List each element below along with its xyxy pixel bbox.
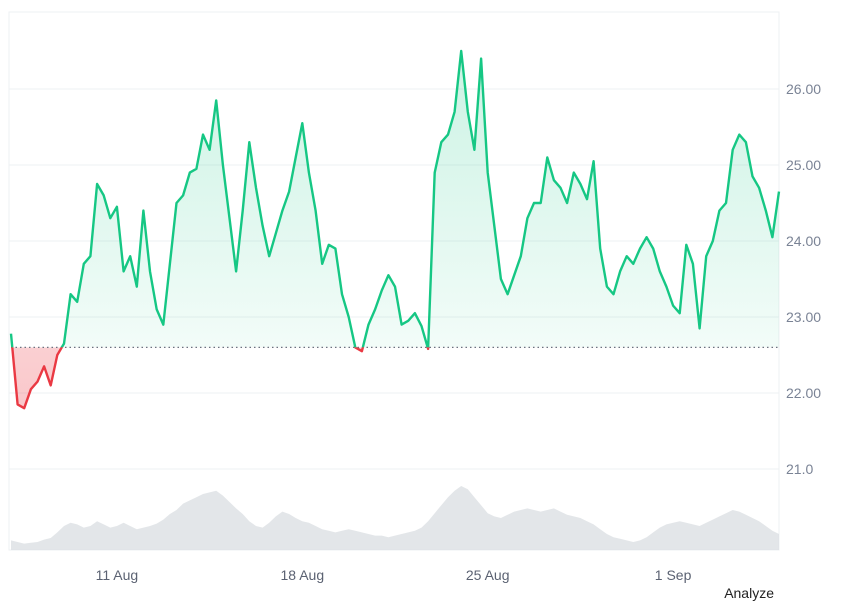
area-fill-below-baseline bbox=[11, 347, 779, 409]
y-tick-label: 22.00 bbox=[786, 385, 821, 401]
area-fill-above-baseline bbox=[11, 51, 779, 348]
analyze-link[interactable]: Analyze bbox=[724, 585, 774, 601]
x-tick-label: 11 Aug bbox=[96, 567, 139, 583]
x-tick-label: 25 Aug bbox=[466, 567, 510, 583]
price-line-above-baseline bbox=[9, 49, 781, 348]
x-tick-label: 1 Sep bbox=[655, 567, 692, 583]
y-tick-label: 21.0 bbox=[786, 461, 813, 477]
x-axis-ticks: 11 Aug 18 Aug 25 Aug 1 Sep bbox=[96, 567, 692, 583]
y-tick-label: 23.00 bbox=[786, 309, 821, 325]
y-tick-label: 25.00 bbox=[786, 157, 821, 173]
y-tick-label: 24.00 bbox=[786, 233, 821, 249]
y-tick-label: 26.00 bbox=[786, 81, 821, 97]
volume-area bbox=[11, 486, 779, 550]
price-line-below-baseline bbox=[11, 347, 430, 410]
y-axis-ticks: 21.0 22.00 23.00 24.00 25.00 26.00 bbox=[786, 81, 821, 477]
x-tick-label: 18 Aug bbox=[281, 567, 325, 583]
